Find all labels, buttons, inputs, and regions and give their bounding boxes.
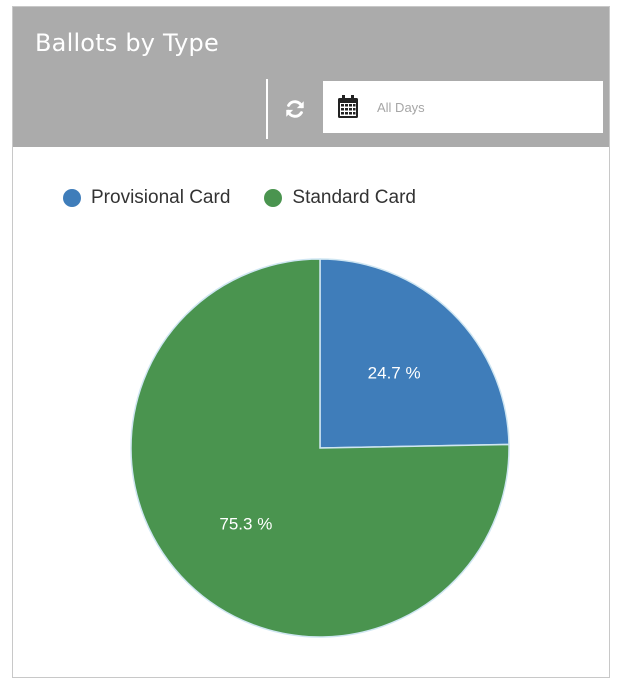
ballots-widget: Ballots by Type (12, 6, 610, 678)
refresh-icon (286, 100, 304, 118)
calendar-icon[interactable] (333, 92, 363, 122)
refresh-button[interactable] (281, 95, 309, 123)
slice-label-standard: 75.3 % (219, 515, 272, 534)
legend-item-provisional[interactable]: Provisional Card (63, 187, 230, 209)
widget-title: Ballots by Type (35, 29, 219, 57)
legend-dot-provisional (63, 189, 81, 207)
date-filter[interactable] (323, 81, 603, 133)
pie-slice-standard[interactable] (130, 258, 510, 638)
pie-chart: 24.7 % 75.3 % (130, 258, 510, 638)
chart-legend: Provisional Card Standard Card (63, 187, 450, 209)
pie-slice-provisional[interactable] (319, 258, 510, 449)
legend-item-standard[interactable]: Standard Card (264, 187, 416, 209)
date-range-input[interactable] (375, 98, 579, 116)
widget-header: Ballots by Type (13, 7, 609, 147)
header-divider (266, 79, 268, 139)
legend-label-provisional: Provisional Card (91, 187, 231, 208)
legend-label-standard: Standard Card (292, 187, 416, 208)
slice-label-provisional: 24.7 % (368, 363, 421, 382)
legend-dot-standard (264, 189, 283, 207)
